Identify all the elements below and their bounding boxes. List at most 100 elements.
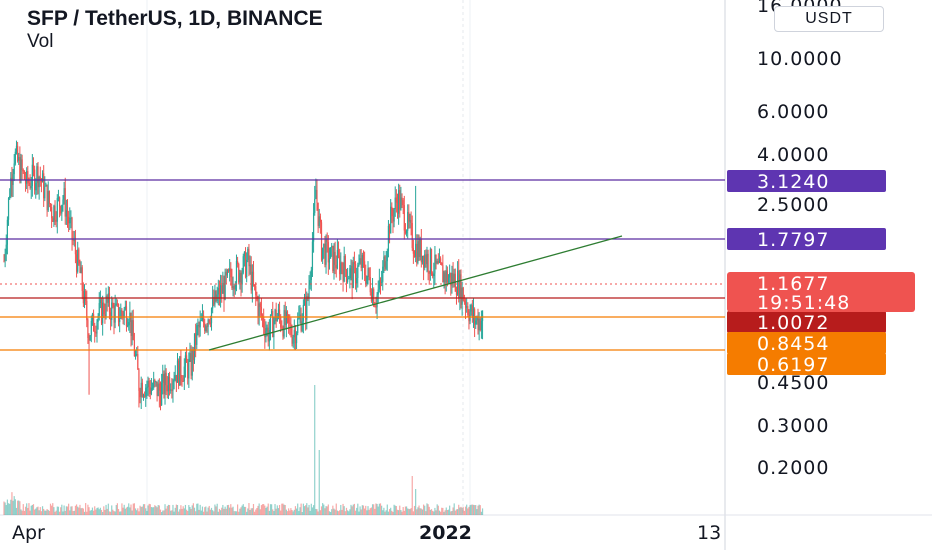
- candle: [244, 247, 247, 279]
- candle-body: [166, 385, 168, 392]
- candle-body: [294, 329, 297, 344]
- candle: [79, 259, 81, 274]
- volume-bar: [283, 504, 285, 515]
- candle-body: [400, 197, 402, 210]
- volume-bar: [113, 511, 115, 515]
- volume-bar: [275, 508, 277, 515]
- candle: [132, 309, 134, 341]
- candle-body: [223, 282, 225, 300]
- volume-bar: [276, 505, 278, 515]
- candle-body: [77, 249, 79, 272]
- candle: [271, 308, 273, 317]
- volume-bar: [334, 509, 336, 515]
- candle-body: [199, 320, 201, 328]
- candle-body: [412, 247, 414, 254]
- candle: [241, 267, 243, 293]
- volume-bar: [207, 507, 209, 515]
- candle: [103, 298, 105, 319]
- candle: [428, 270, 430, 285]
- volume-bar: [90, 510, 92, 515]
- volume-bar: [208, 505, 210, 515]
- volume-bar: [98, 509, 100, 515]
- volume-bar: [445, 507, 447, 515]
- volume-bar: [103, 506, 105, 515]
- candle-body: [19, 157, 21, 181]
- volume-bar: [30, 505, 32, 515]
- candle-body: [386, 251, 388, 262]
- candle: [254, 284, 256, 291]
- candle-body: [218, 288, 221, 299]
- candle-body: [225, 271, 227, 276]
- volume-bar: [35, 508, 37, 515]
- volume-bar: [96, 507, 98, 515]
- volume-bar: [433, 511, 435, 515]
- volume-bar: [326, 506, 328, 515]
- level-tag-text-resistance-mid: 1.7797: [757, 229, 829, 251]
- candle-body: [131, 320, 133, 336]
- candle-body: [243, 252, 246, 257]
- candle-body: [461, 287, 463, 305]
- candle-body: [413, 253, 416, 257]
- candle-body: [259, 303, 261, 307]
- volume-bar: [115, 505, 117, 515]
- candle-body: [295, 332, 298, 344]
- candle-body: [476, 316, 478, 321]
- candle-body: [57, 197, 60, 199]
- level-tag-text-resistance-upper: 3.1240: [757, 171, 829, 193]
- currency-button[interactable]: USDT: [774, 6, 884, 32]
- volume-bar: [100, 509, 103, 515]
- volume-bar: [234, 511, 236, 515]
- symbol-title[interactable]: SFP / TetherUS, 1D, BINANCE: [27, 7, 323, 30]
- volume-bar: [358, 511, 360, 515]
- candle-body: [192, 350, 194, 361]
- volume-bar: [108, 511, 111, 515]
- level-tag-support-orange-2: [727, 353, 886, 375]
- volume-bar: [15, 507, 18, 515]
- volume-bar: [387, 511, 390, 515]
- candle-body: [343, 255, 345, 282]
- volume-bar: [319, 510, 321, 515]
- volume-bar: [475, 505, 477, 515]
- candle: [472, 297, 475, 328]
- volume-bar: [45, 510, 47, 515]
- candle-body: [188, 359, 190, 379]
- candle: [299, 304, 301, 324]
- candle: [36, 163, 38, 195]
- volume-bar: [282, 503, 284, 515]
- volume-bar: [301, 511, 303, 515]
- volume-bar: [458, 504, 460, 515]
- candle: [333, 243, 335, 280]
- candle: [316, 179, 318, 211]
- candle: [216, 286, 218, 304]
- candle-body: [378, 279, 380, 290]
- volume-bar: [178, 511, 180, 515]
- volume-indicator-label[interactable]: Vol: [27, 31, 54, 52]
- candle-body: [288, 314, 290, 323]
- candle: [438, 248, 441, 264]
- candle-body: [35, 182, 37, 191]
- volume-bar: [72, 511, 74, 515]
- candle-body: [459, 274, 461, 299]
- volume-bar: [462, 507, 464, 515]
- candle-body: [291, 334, 293, 344]
- volume-bar: [407, 508, 409, 515]
- volume-bar: [75, 504, 78, 515]
- volume-bar: [289, 510, 291, 515]
- candle-body: [439, 258, 442, 263]
- candle: [28, 177, 30, 187]
- candle-body: [300, 314, 302, 331]
- volume-bar: [55, 510, 57, 515]
- candle: [212, 285, 214, 314]
- candle-body: [87, 320, 89, 338]
- candle: [31, 154, 33, 197]
- candle-body: [422, 255, 425, 268]
- candle: [7, 197, 10, 226]
- candle-body: [7, 198, 10, 220]
- candle: [315, 178, 317, 200]
- candle: [307, 293, 309, 302]
- candle: [104, 303, 106, 324]
- candle-body: [326, 238, 328, 243]
- volume-bar: [192, 503, 194, 515]
- volume-bar: [124, 508, 126, 515]
